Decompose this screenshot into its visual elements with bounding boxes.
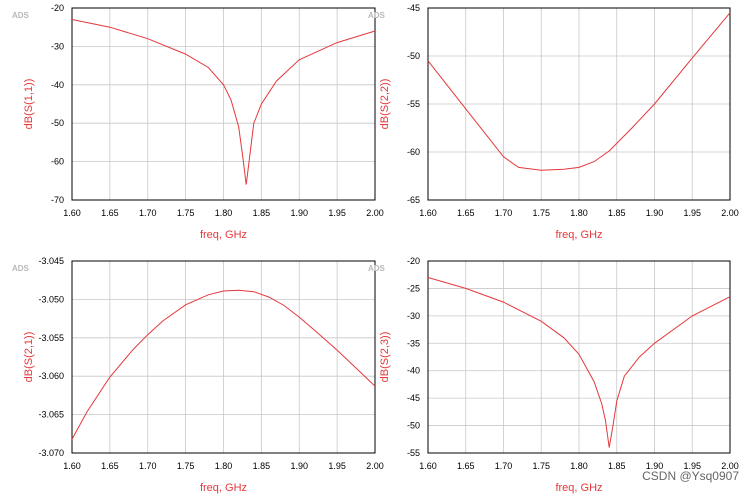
chart-panel: ADS 1.60 1.65 1.70 1.75 1.80 1.85 1.90 1.95 2.00 -… (12, 3, 384, 241)
x-tick-label: 1.60 (419, 208, 437, 218)
y-tick-label: -3.055 (38, 333, 64, 343)
series-line (71, 289, 376, 440)
x-tick-label: 1.65 (457, 461, 475, 471)
y-tick-label: -70 (51, 195, 64, 205)
y-tick-label: -3.070 (38, 448, 64, 458)
x-tick-label: 1.70 (495, 208, 513, 218)
x-tick-label: 1.90 (646, 461, 664, 471)
x-tick-label: 1.70 (139, 208, 157, 218)
series-line (71, 19, 376, 185)
x-axis-label: freq, GHz (200, 229, 247, 241)
series-line (427, 12, 731, 171)
y-tick-label: -60 (51, 157, 64, 167)
y-tick-label: -3.050 (38, 294, 64, 304)
x-tick-label: 1.90 (646, 208, 664, 218)
ads-logo: ADS (368, 264, 386, 273)
y-tick-label: -45 (407, 3, 420, 13)
y-tick-label: -55 (407, 99, 420, 109)
x-tick-label: 1.85 (608, 208, 626, 218)
x-tick-label: 1.70 (495, 461, 513, 471)
chart-panel: ADS 1.60 1.65 1.70 1.75 1.80 1.85 1.90 1.95 2.00 -… (368, 3, 739, 241)
y-tick-label: -50 (407, 51, 420, 61)
y-tick-label: -3.045 (38, 256, 64, 266)
x-tick-label: 1.80 (215, 208, 233, 218)
y-axis-label: dB(S(2,3)) (379, 332, 391, 383)
csdn-watermark: CSDN @Ysq0907 (642, 469, 739, 483)
x-tick-label: 2.00 (366, 461, 384, 471)
x-tick-label: 1.90 (290, 208, 308, 218)
y-tick-label: -55 (407, 448, 420, 458)
y-tick-label: -40 (407, 366, 420, 376)
x-axis-label: freq, GHz (555, 229, 602, 241)
x-tick-label: 1.75 (532, 461, 550, 471)
x-tick-label: 1.80 (215, 461, 233, 471)
series-line (427, 277, 731, 448)
x-tick-label: 1.60 (63, 208, 81, 218)
x-tick-label: 1.75 (177, 461, 195, 471)
x-tick-label: 1.85 (253, 208, 271, 218)
x-axis-label: freq, GHz (555, 482, 602, 494)
x-tick-label: 1.95 (683, 461, 701, 471)
x-tick-label: 2.00 (721, 208, 739, 218)
y-tick-label: -30 (51, 41, 64, 51)
plot-frame (71, 260, 376, 454)
y-tick-label: -20 (51, 3, 64, 13)
x-tick-label: 1.65 (457, 208, 475, 218)
x-tick-label: 1.80 (570, 208, 588, 218)
x-tick-label: 1.90 (290, 461, 308, 471)
x-tick-label: 1.85 (253, 461, 271, 471)
y-tick-label: -45 (407, 393, 420, 403)
y-tick-label: -60 (407, 147, 420, 157)
x-axis-label: freq, GHz (200, 482, 247, 494)
y-tick-label: -40 (51, 80, 64, 90)
y-tick-label: -20 (407, 256, 420, 266)
chart-panel: ADS 1.60 1.65 1.70 1.75 1.80 1.85 1.90 1.95 2.00 -… (12, 256, 384, 494)
plot-frame (427, 7, 731, 201)
x-tick-label: 1.75 (177, 208, 195, 218)
x-tick-label: 2.00 (721, 461, 739, 471)
x-tick-label: 1.80 (570, 461, 588, 471)
ads-logo: ADS (368, 11, 386, 20)
x-tick-label: 1.95 (328, 461, 346, 471)
x-tick-label: 1.65 (101, 461, 119, 471)
y-axis-label: dB(S(1,1)) (23, 79, 35, 130)
y-tick-label: -25 (407, 283, 420, 293)
x-tick-label: 2.00 (366, 208, 384, 218)
y-tick-label: -3.065 (38, 410, 64, 420)
x-tick-label: 1.70 (139, 461, 157, 471)
y-tick-label: -3.060 (38, 371, 64, 381)
x-tick-label: 1.75 (532, 208, 550, 218)
x-tick-label: 1.95 (683, 208, 701, 218)
x-tick-label: 1.65 (101, 208, 119, 218)
y-axis-label: dB(S(2,2)) (379, 79, 391, 130)
chart-panel: ADS 1.60 1.65 1.70 1.75 1.80 1.85 1.90 1.95 2.00 -… (368, 256, 739, 494)
x-tick-label: 1.95 (328, 208, 346, 218)
x-tick-label: 1.60 (419, 461, 437, 471)
y-tick-label: -50 (51, 118, 64, 128)
x-tick-label: 1.85 (608, 461, 626, 471)
ads-logo: ADS (12, 11, 30, 20)
y-axis-label: dB(S(2,1)) (23, 332, 35, 383)
y-tick-label: -65 (407, 195, 420, 205)
y-tick-label: -30 (407, 311, 420, 321)
plot-frame (71, 7, 376, 201)
y-tick-label: -35 (407, 338, 420, 348)
x-tick-label: 1.60 (63, 461, 81, 471)
ads-logo: ADS (12, 264, 30, 273)
plot-frame (427, 260, 731, 454)
y-tick-label: -50 (407, 421, 420, 431)
